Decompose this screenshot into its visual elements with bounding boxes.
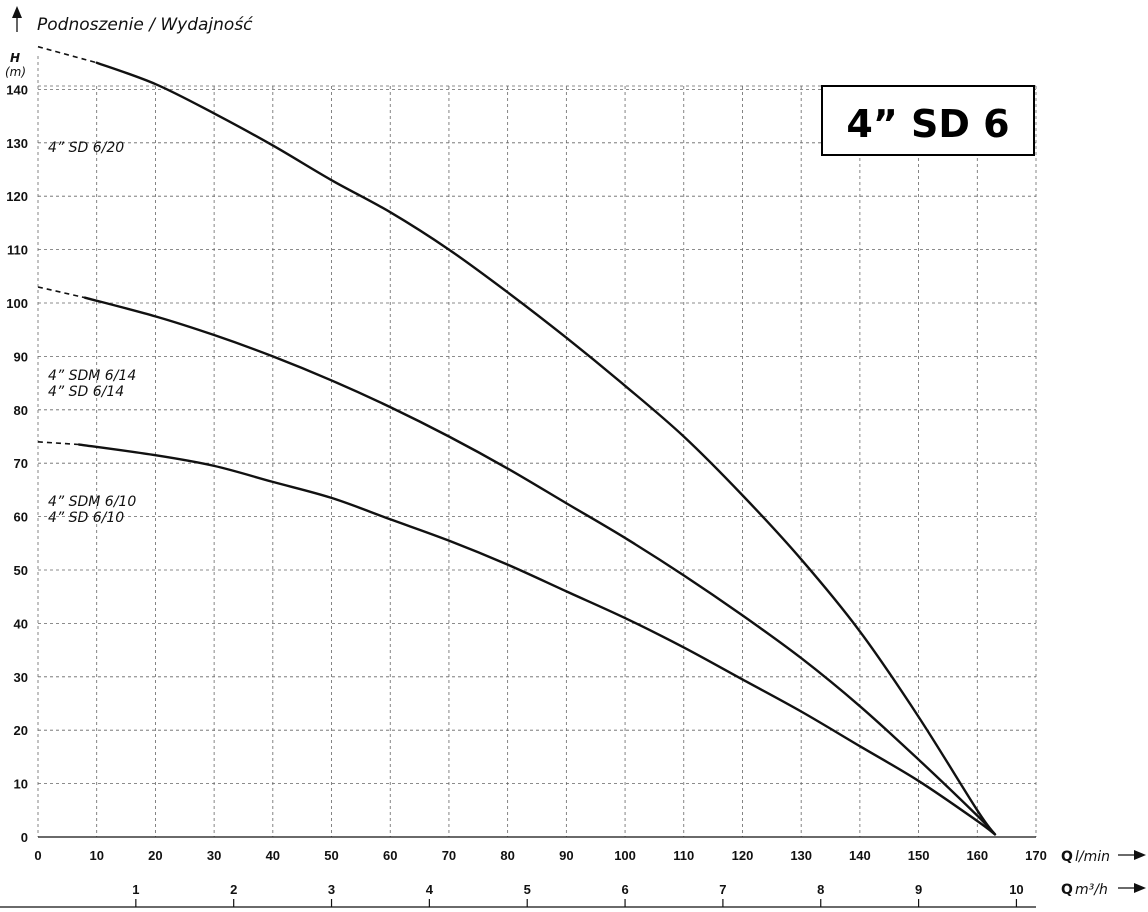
secondary-x-tick-label: 3 xyxy=(328,882,335,897)
x-tick-label: 160 xyxy=(966,848,988,863)
primary-x-unit-label: l/min xyxy=(1075,849,1110,865)
y-tick-label: 110 xyxy=(7,243,28,258)
x-tick-label: 110 xyxy=(673,848,694,863)
secondary-x-tick-label: 6 xyxy=(621,882,628,897)
secondary-x-tick-label: 7 xyxy=(719,882,726,897)
model-box-frame xyxy=(821,85,1035,156)
secondary-x-tick-label: 8 xyxy=(817,882,824,897)
y-tick-label: 60 xyxy=(14,510,28,525)
y-tick-label: 30 xyxy=(14,670,28,685)
y-tick-label: 140 xyxy=(6,82,28,97)
y-axis-arrow-head xyxy=(12,6,22,18)
y-tick-label: 120 xyxy=(6,189,28,204)
secondary-x-unit-label: m³/h xyxy=(1075,882,1108,898)
curves xyxy=(37,45,997,836)
x-tick-label: 60 xyxy=(383,848,397,863)
series-curve xyxy=(77,443,997,836)
series-label: 4” SDM 6/10 xyxy=(48,494,136,510)
x-tick-label: 50 xyxy=(324,848,338,863)
chart-title-text: Podnoszenie / Wydajność xyxy=(37,15,253,35)
x-tick-label: 10 xyxy=(89,848,103,863)
secondary-x-tick-label: 10 xyxy=(1009,882,1023,897)
secondary-x-axis: Q m³/h 1 2 3 4 5 6 7 8 9 10 xyxy=(0,882,1146,908)
x-tick-label: 20 xyxy=(148,848,162,863)
series-label: 4” SD 6/10 xyxy=(48,510,124,526)
model-box: 4” SD 6 xyxy=(821,85,1035,156)
series-curve xyxy=(83,296,997,836)
y-tick-label: 0 xyxy=(21,830,28,845)
x-tick-label: 80 xyxy=(500,848,514,863)
grid xyxy=(38,85,1037,837)
axes: 0 10 20 30 40 50 60 70 80 90 100 110 120 130 140 150 160… xyxy=(6,56,1047,863)
x-tick-label: 130 xyxy=(790,848,812,863)
x-tick-label: 140 xyxy=(849,848,871,863)
x-tick-label: 0 xyxy=(34,848,41,863)
secondary-x-tick-label: 1 xyxy=(132,882,139,897)
secondary-x-tick-label: 2 xyxy=(230,882,237,897)
x-tick-label: 70 xyxy=(442,848,456,863)
labels: 4” SD 6/20 4” SDM 6/144” SD 6/14 4” SDM 6/… xyxy=(48,140,136,526)
primary-x-unit: Q l/min xyxy=(1061,849,1146,865)
secondary-x-tick-label: 4 xyxy=(426,882,434,897)
y-tick-label: 10 xyxy=(14,777,28,792)
y-tick-label: 20 xyxy=(14,723,28,738)
y-tick-label: 50 xyxy=(14,563,28,578)
x-tick-label: 100 xyxy=(614,848,636,863)
y-tick-label: 80 xyxy=(14,403,28,418)
y-axis-unit: (m) xyxy=(5,65,26,79)
series-curve-extrapolated xyxy=(37,45,97,64)
series-curve-extrapolated xyxy=(37,286,86,299)
x-tick-label: 170 xyxy=(1025,848,1047,863)
secondary-x-tick-label: 5 xyxy=(524,882,531,897)
x-tick-label: 150 xyxy=(908,848,930,863)
series-curve-extrapolated xyxy=(37,441,80,446)
x-tick-label: 120 xyxy=(732,848,754,863)
series-label: 4” SD 6/14 xyxy=(48,384,124,400)
chart-title: Podnoszenie / Wydajność xyxy=(12,6,253,35)
model-box-label: 4” SD 6 xyxy=(846,102,1009,146)
secondary-x-q-label: Q xyxy=(1061,882,1073,898)
y-tick-label: 130 xyxy=(6,136,28,151)
x-tick-label: 30 xyxy=(207,848,221,863)
x-tick-label: 40 xyxy=(266,848,280,863)
series-label: 4” SD 6/20 xyxy=(48,140,124,156)
series-label: 4” SDM 6/14 xyxy=(48,368,136,384)
y-tick-label: 40 xyxy=(14,616,28,631)
y-tick-label: 100 xyxy=(6,296,28,311)
secondary-x-arrow-head xyxy=(1134,883,1146,893)
secondary-x-tick-label: 9 xyxy=(915,882,922,897)
y-axis-label: H xyxy=(10,51,20,65)
primary-x-q-label: Q xyxy=(1061,849,1073,865)
y-tick-label: 70 xyxy=(14,456,28,471)
series-curve xyxy=(95,61,997,836)
x-tick-label: 90 xyxy=(559,848,573,863)
y-tick-label: 90 xyxy=(14,349,28,364)
primary-x-arrow-head xyxy=(1134,850,1146,860)
